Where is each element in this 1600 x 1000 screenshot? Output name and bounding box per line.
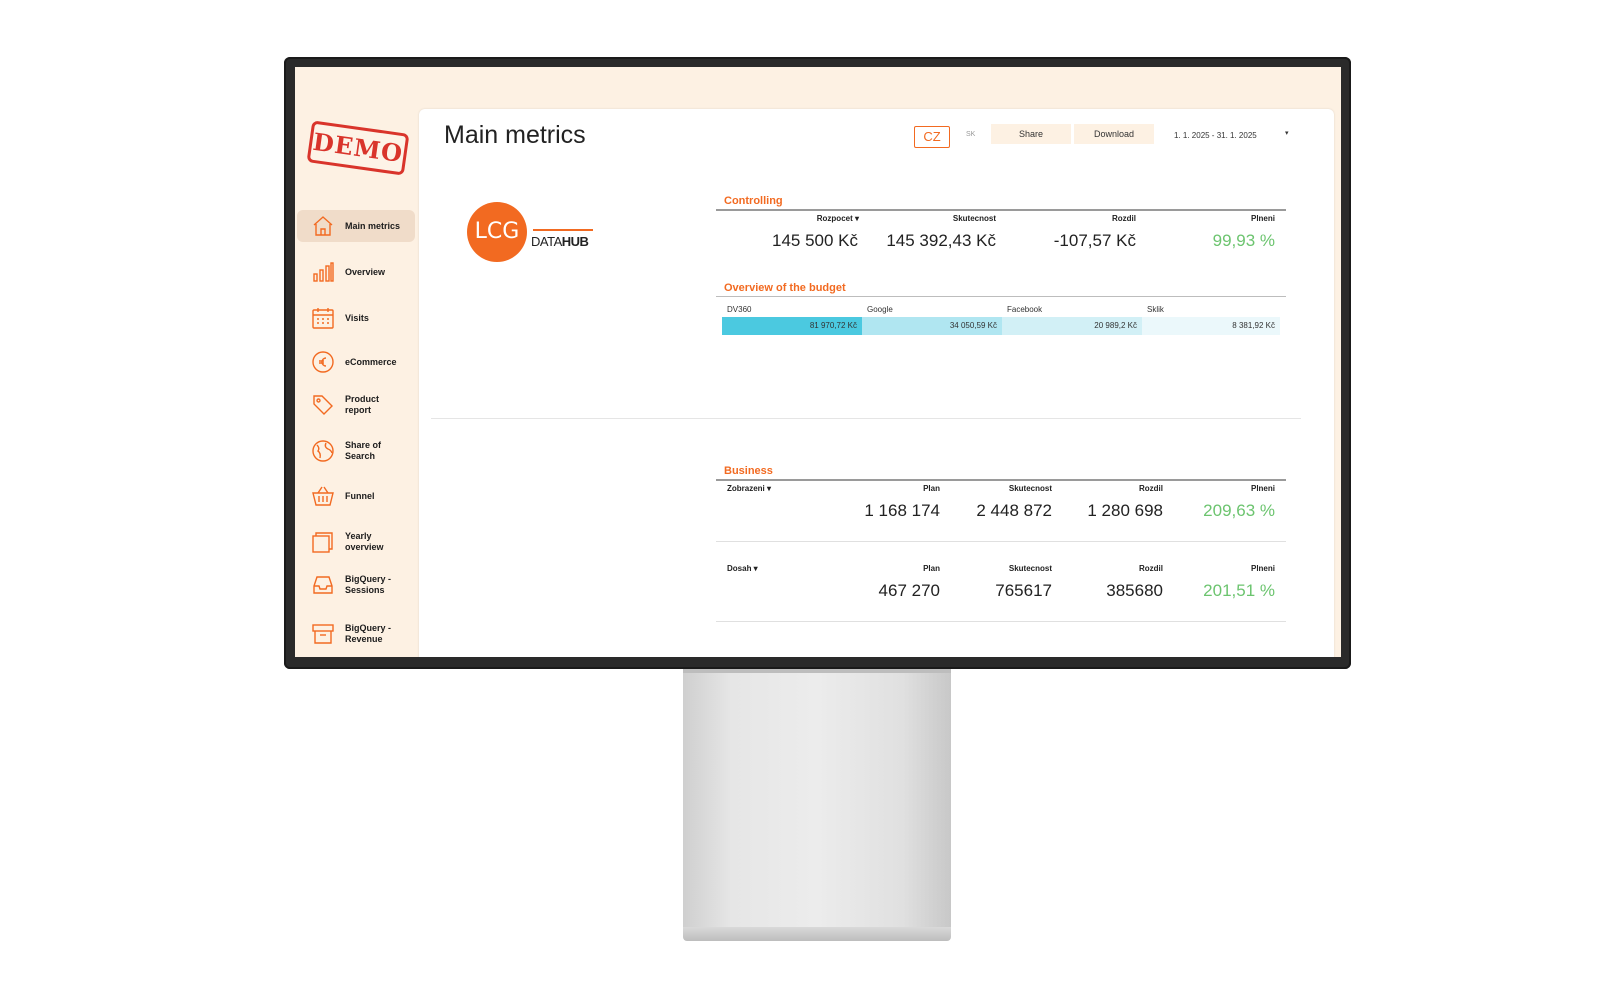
sidebar-item-label: BigQuery - Revenue bbox=[345, 623, 392, 644]
budget-channel-label: Sklik bbox=[1147, 305, 1164, 314]
col-header-skutecnost: Skutecnost bbox=[1008, 484, 1052, 493]
layers-icon bbox=[311, 530, 335, 554]
col-header-plan: Plan bbox=[923, 564, 940, 573]
value-skutecnost: 2 448 872 bbox=[976, 501, 1052, 520]
col-header-plneni: Plneni bbox=[1250, 214, 1275, 223]
budget-bar-cell[interactable]: 8 381,92 Kč bbox=[1142, 317, 1280, 335]
sidebar-item-label: Visits bbox=[345, 312, 369, 323]
inbox-icon bbox=[311, 573, 335, 597]
logo-word-light: DATA bbox=[531, 234, 562, 249]
col-header-plneni: Plneni bbox=[1250, 484, 1275, 493]
sidebar-item-visits[interactable]: Visits bbox=[297, 302, 415, 334]
value-skutecnost: 765617 bbox=[995, 581, 1052, 600]
value-plan: 467 270 bbox=[878, 581, 940, 600]
date-range-picker[interactable]: 1. 1. 2025 - 31. 1. 2025 bbox=[1174, 131, 1257, 140]
logo-underline bbox=[533, 229, 593, 231]
col-header-skutecnost: Skutecnost bbox=[1008, 564, 1052, 573]
value-rozdil: 385680 bbox=[1106, 581, 1163, 600]
section-divider bbox=[431, 418, 1301, 419]
col-header-plan: Plan bbox=[923, 484, 940, 493]
sidebar-item-label: Main metrics bbox=[345, 220, 401, 231]
budget-bar-cell[interactable]: 81 970,72 Kč bbox=[722, 317, 862, 335]
sidebar: DEMO Main metrics Overview Visits eComme… bbox=[295, 67, 420, 657]
download-button[interactable]: Download bbox=[1074, 124, 1154, 144]
budget-channel-label: Facebook bbox=[1007, 305, 1043, 314]
value-rozdil: -107,57 Kč bbox=[1053, 231, 1136, 250]
col-header-rozdil: Rozdil bbox=[1139, 564, 1163, 573]
sidebar-item-label: BigQuery - Sessions bbox=[345, 574, 392, 595]
sidebar-item-overview[interactable]: Overview bbox=[297, 256, 415, 288]
lang-sk-button[interactable]: SK bbox=[966, 131, 976, 138]
budget-channel-label: Google bbox=[867, 305, 893, 314]
sidebar-item-label: Yearly overview bbox=[345, 531, 384, 552]
sidebar-item-label: Product report bbox=[345, 394, 380, 415]
company-logo: LCG bbox=[467, 202, 527, 262]
sidebar-item-share-of-search[interactable]: Share of Search bbox=[297, 435, 415, 467]
logo-word-bold: HUB bbox=[561, 234, 589, 249]
lang-cz-button[interactable]: CZ bbox=[914, 126, 950, 148]
sidebar-item-bigquery-sessions[interactable]: BigQuery - Sessions bbox=[297, 569, 415, 601]
archive-icon bbox=[311, 622, 335, 646]
col-header-dosah[interactable]: Dosah ▾ bbox=[727, 564, 758, 573]
budget-bar-cell[interactable]: 34 050,59 Kč bbox=[862, 317, 1002, 335]
sidebar-item-funnel[interactable]: Funnel bbox=[297, 480, 415, 512]
value-rozpocet: 145 500 Kč bbox=[771, 231, 858, 250]
calendar-icon bbox=[311, 306, 335, 330]
sidebar-item-label: Funnel bbox=[345, 490, 375, 501]
value-skutecnost: 145 392,43 Kč bbox=[886, 231, 996, 250]
chevron-down-icon[interactable]: ▾ bbox=[1285, 130, 1289, 137]
demo-stamp: DEMO bbox=[306, 120, 410, 176]
budget-bar-cell[interactable]: 20 989,2 Kč bbox=[1002, 317, 1142, 335]
sidebar-item-ecommerce[interactable]: eCommerce bbox=[297, 346, 415, 378]
section-title-budget: Overview of the budget bbox=[724, 282, 846, 294]
value-plneni: 201,51 % bbox=[1203, 581, 1275, 600]
page-title: Main metrics bbox=[444, 121, 586, 149]
sidebar-item-label: eCommerce bbox=[345, 356, 397, 367]
sidebar-item-label: Share of Search bbox=[345, 440, 382, 461]
sidebar-item-main-metrics[interactable]: Main metrics bbox=[297, 210, 415, 242]
section-rule bbox=[716, 209, 1286, 211]
sidebar-item-bigquery-revenue[interactable]: BigQuery - Revenue bbox=[297, 618, 415, 650]
section-rule bbox=[716, 479, 1286, 481]
value-rozdil: 1 280 698 bbox=[1087, 501, 1163, 520]
basket-icon bbox=[311, 484, 335, 508]
row-divider bbox=[716, 541, 1286, 542]
value-plan: 1 168 174 bbox=[864, 501, 940, 520]
budget-channel-label: DV360 bbox=[727, 305, 752, 314]
sidebar-item-yearly-overview[interactable]: Yearly overview bbox=[297, 526, 415, 558]
euro-icon bbox=[311, 350, 335, 374]
sidebar-item-product-report[interactable]: Product report bbox=[297, 389, 415, 421]
monitor-stand bbox=[683, 669, 951, 927]
main-panel: Main metrics CZ SK Share Download 1. 1. … bbox=[419, 109, 1334, 657]
monitor-stand-foot bbox=[683, 927, 951, 941]
value-plneni: 99,93 % bbox=[1212, 231, 1275, 250]
globe-icon bbox=[311, 439, 335, 463]
dashboard-screen: DEMO Main metrics Overview Visits eComme… bbox=[295, 67, 1341, 657]
col-header-rozpocet[interactable]: Rozpocet ▾ bbox=[816, 214, 859, 223]
share-button[interactable]: Share bbox=[991, 124, 1071, 144]
logo-wordmark: DATAHUB bbox=[531, 234, 589, 249]
col-header-rozdil: Rozdil bbox=[1112, 214, 1136, 223]
home-icon bbox=[311, 214, 335, 238]
col-header-plneni: Plneni bbox=[1250, 564, 1275, 573]
col-header-skutecnost: Skutecnost bbox=[952, 214, 996, 223]
tag-icon bbox=[311, 393, 335, 417]
section-title-business: Business bbox=[724, 465, 773, 477]
bar-chart-icon bbox=[311, 260, 335, 284]
section-title-controlling: Controlling bbox=[724, 195, 783, 207]
row-divider bbox=[716, 621, 1286, 622]
col-header-rozdil: Rozdil bbox=[1139, 484, 1163, 493]
value-plneni: 209,63 % bbox=[1203, 501, 1275, 520]
col-header-zobrazeni[interactable]: Zobrazeni ▾ bbox=[727, 484, 772, 493]
section-rule bbox=[716, 296, 1286, 297]
sidebar-item-label: Overview bbox=[345, 266, 386, 277]
